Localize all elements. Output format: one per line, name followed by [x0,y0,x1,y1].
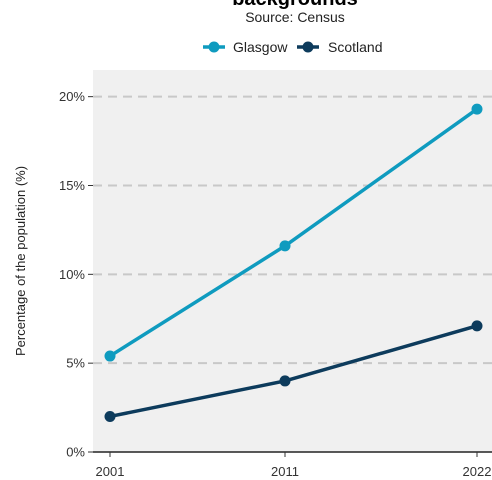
x-axis-ticks: 2001 2011 2022 [96,452,492,479]
series-scotland [104,320,483,422]
y-tick-label: 0% [66,445,85,460]
chart-subtitle: Source: Census [245,9,345,25]
legend-swatch-point [302,41,314,53]
legend-item-glasgow: Glasgow [203,39,288,55]
data-point [471,320,483,332]
legend: Glasgow Scotland [203,39,382,55]
legend-label: Glasgow [233,39,288,55]
legend-swatch-point [208,41,220,53]
plot-area [93,70,492,452]
y-axis-ticks: 0% 5% 10% 15% 20% [59,89,93,460]
legend-label: Scotland [328,39,382,55]
y-tick-label: 10% [59,267,85,282]
gridlines [93,95,492,453]
y-tick-label: 20% [59,89,85,104]
x-tick-label: 2022 [463,464,492,479]
series-layer [104,103,483,422]
data-point [279,375,291,387]
y-tick-label: 5% [66,356,85,371]
y-axis-title: Percentage of the population (%) [13,166,28,356]
x-tick-label: 2011 [271,464,299,479]
data-point [104,350,116,362]
x-tick-label: 2001 [96,464,125,479]
legend-item-scotland: Scotland [297,39,382,55]
series-glasgow [104,103,483,362]
data-point [279,240,291,252]
chart-title: backgrounds [232,0,358,10]
y-tick-label: 15% [59,178,85,193]
data-point [104,410,116,422]
data-point [471,103,483,115]
